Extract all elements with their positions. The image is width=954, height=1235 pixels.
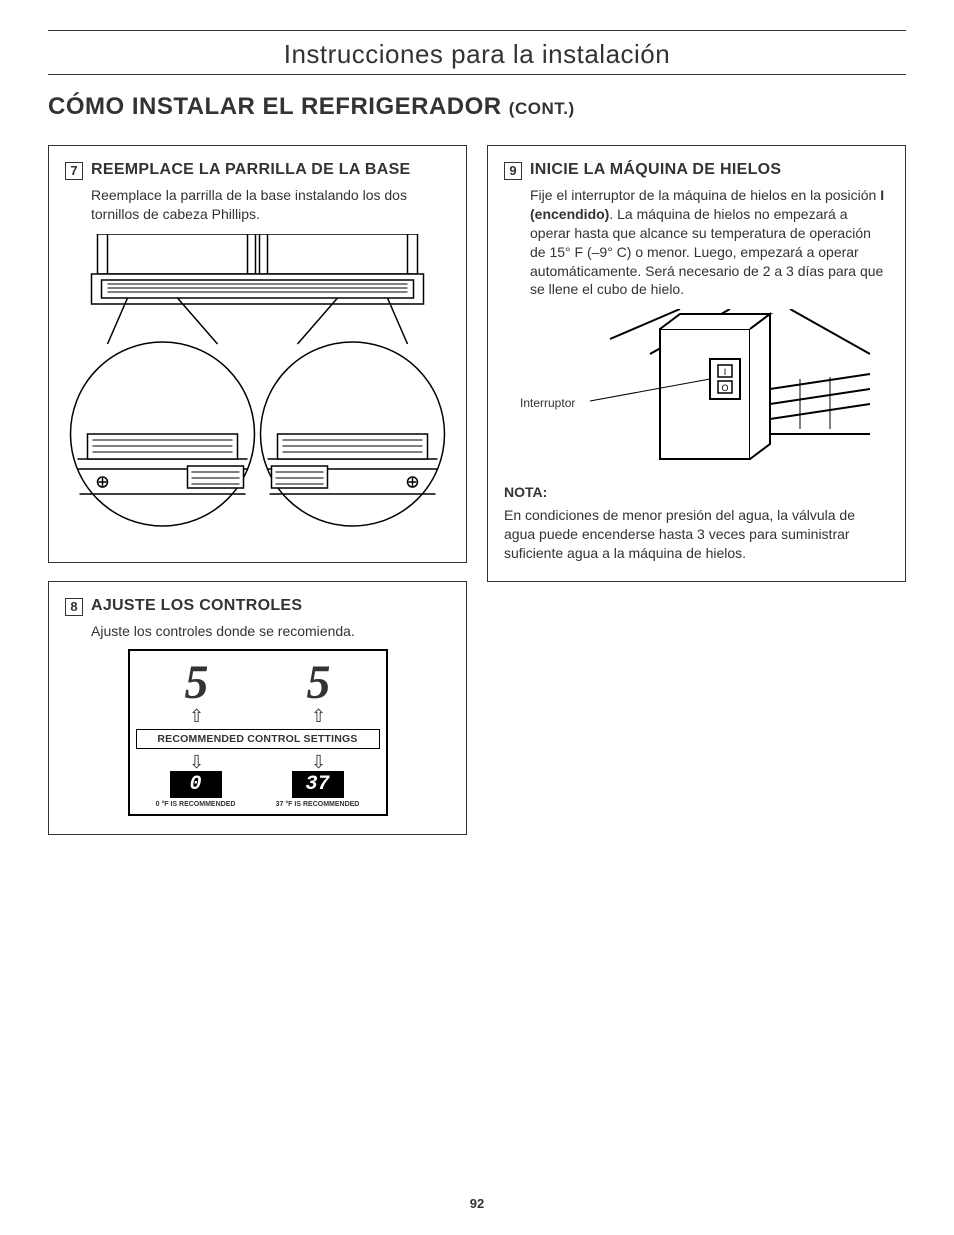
step9-head: 9 INICIE LA MÁQUINA DE HIELOS xyxy=(504,160,889,180)
step8-text: Ajuste los controles donde se recomienda… xyxy=(91,622,450,641)
arrow-up-left-icon: ⇧ xyxy=(189,707,204,725)
step9-text: Fije el interruptor de la máquina de hie… xyxy=(530,186,889,299)
arrow-down-row: ⇩ ⇩ xyxy=(136,753,380,771)
section-title-main: CÓMO INSTALAR EL REFRIGERADOR xyxy=(48,93,502,120)
arrow-up-row: ⇧ ⇧ xyxy=(136,707,380,725)
figure-icemaker-switch: Interruptor xyxy=(570,309,870,469)
panel-step-7: 7 REEMPLACE LA PARRILLA DE LA BASE Reemp… xyxy=(48,145,467,563)
step8-body: Ajuste los controles donde se recomienda… xyxy=(91,622,450,641)
section-title-cont: (CONT.) xyxy=(509,99,575,118)
dial-row: 5 5 xyxy=(136,659,380,707)
content-columns: 7 REEMPLACE LA PARRILLA DE LA BASE Reemp… xyxy=(48,145,906,853)
step8-number: 8 xyxy=(65,598,83,616)
step9-number: 9 xyxy=(504,162,522,180)
figure-control-settings: 5 5 ⇧ ⇧ RECOMMENDED CONTROL SETTINGS ⇩ ⇩… xyxy=(128,649,388,816)
step7-title: REEMPLACE LA PARRILLA DE LA BASE xyxy=(91,160,411,180)
section-title: CÓMO INSTALAR EL REFRIGERADOR (CONT.) xyxy=(48,93,906,121)
figure-base-grill xyxy=(65,234,450,544)
page-number: 92 xyxy=(0,1196,954,1211)
step9-pre: Fije el interruptor de la máquina de hie… xyxy=(530,187,880,203)
base-grill-svg xyxy=(65,234,450,544)
step8-title: AJUSTE LOS CONTROLES xyxy=(91,596,302,616)
step7-head: 7 REEMPLACE LA PARRILLA DE LA BASE xyxy=(65,160,450,180)
display-left: 0 xyxy=(170,771,222,798)
step7-number: 7 xyxy=(65,162,83,180)
panel-step-9: 9 INICIE LA MÁQUINA DE HIELOS Fije el in… xyxy=(487,145,906,582)
caption-right: 37 °F IS RECOMMENDED xyxy=(276,801,360,808)
switch-label: Interruptor xyxy=(520,395,575,411)
arrow-down-right-icon: ⇩ xyxy=(311,753,326,771)
display-right-col: 37 37 °F IS RECOMMENDED xyxy=(276,771,360,808)
note-text: En condiciones de menor presión del agua… xyxy=(504,506,889,563)
column-right: 9 INICIE LA MÁQUINA DE HIELOS Fije el in… xyxy=(487,145,906,853)
arrow-up-right-icon: ⇧ xyxy=(311,707,326,725)
display-right: 37 xyxy=(292,771,344,798)
step7-body: Reemplace la parrilla de la base instala… xyxy=(91,186,450,224)
step9-title: INICIE LA MÁQUINA DE HIELOS xyxy=(530,160,781,180)
page-header-title: Instrucciones para la instalación xyxy=(48,31,906,74)
caption-left: 0 °F IS RECOMMENDED xyxy=(156,801,236,808)
arrow-down-left-icon: ⇩ xyxy=(189,753,204,771)
switch-off-text: O xyxy=(721,383,728,393)
note-label: NOTA: xyxy=(504,483,889,502)
switch-on-text: I xyxy=(724,367,727,377)
display-row: 0 0 °F IS RECOMMENDED 37 37 °F IS RECOMM… xyxy=(136,771,380,808)
panel-step-8: 8 AJUSTE LOS CONTROLES Ajuste los contro… xyxy=(48,581,467,835)
icemaker-svg: I O xyxy=(570,309,870,469)
header-rule-bottom xyxy=(48,74,906,75)
recommended-bar: RECOMMENDED CONTROL SETTINGS xyxy=(136,729,380,749)
display-left-col: 0 0 °F IS RECOMMENDED xyxy=(156,771,236,808)
step8-head: 8 AJUSTE LOS CONTROLES xyxy=(65,596,450,616)
dial-right-value: 5 xyxy=(307,659,331,707)
dial-left-value: 5 xyxy=(185,659,209,707)
step7-text: Reemplace la parrilla de la base instala… xyxy=(91,186,450,224)
column-left: 7 REEMPLACE LA PARRILLA DE LA BASE Reemp… xyxy=(48,145,467,853)
step9-body: Fije el interruptor de la máquina de hie… xyxy=(530,186,889,563)
